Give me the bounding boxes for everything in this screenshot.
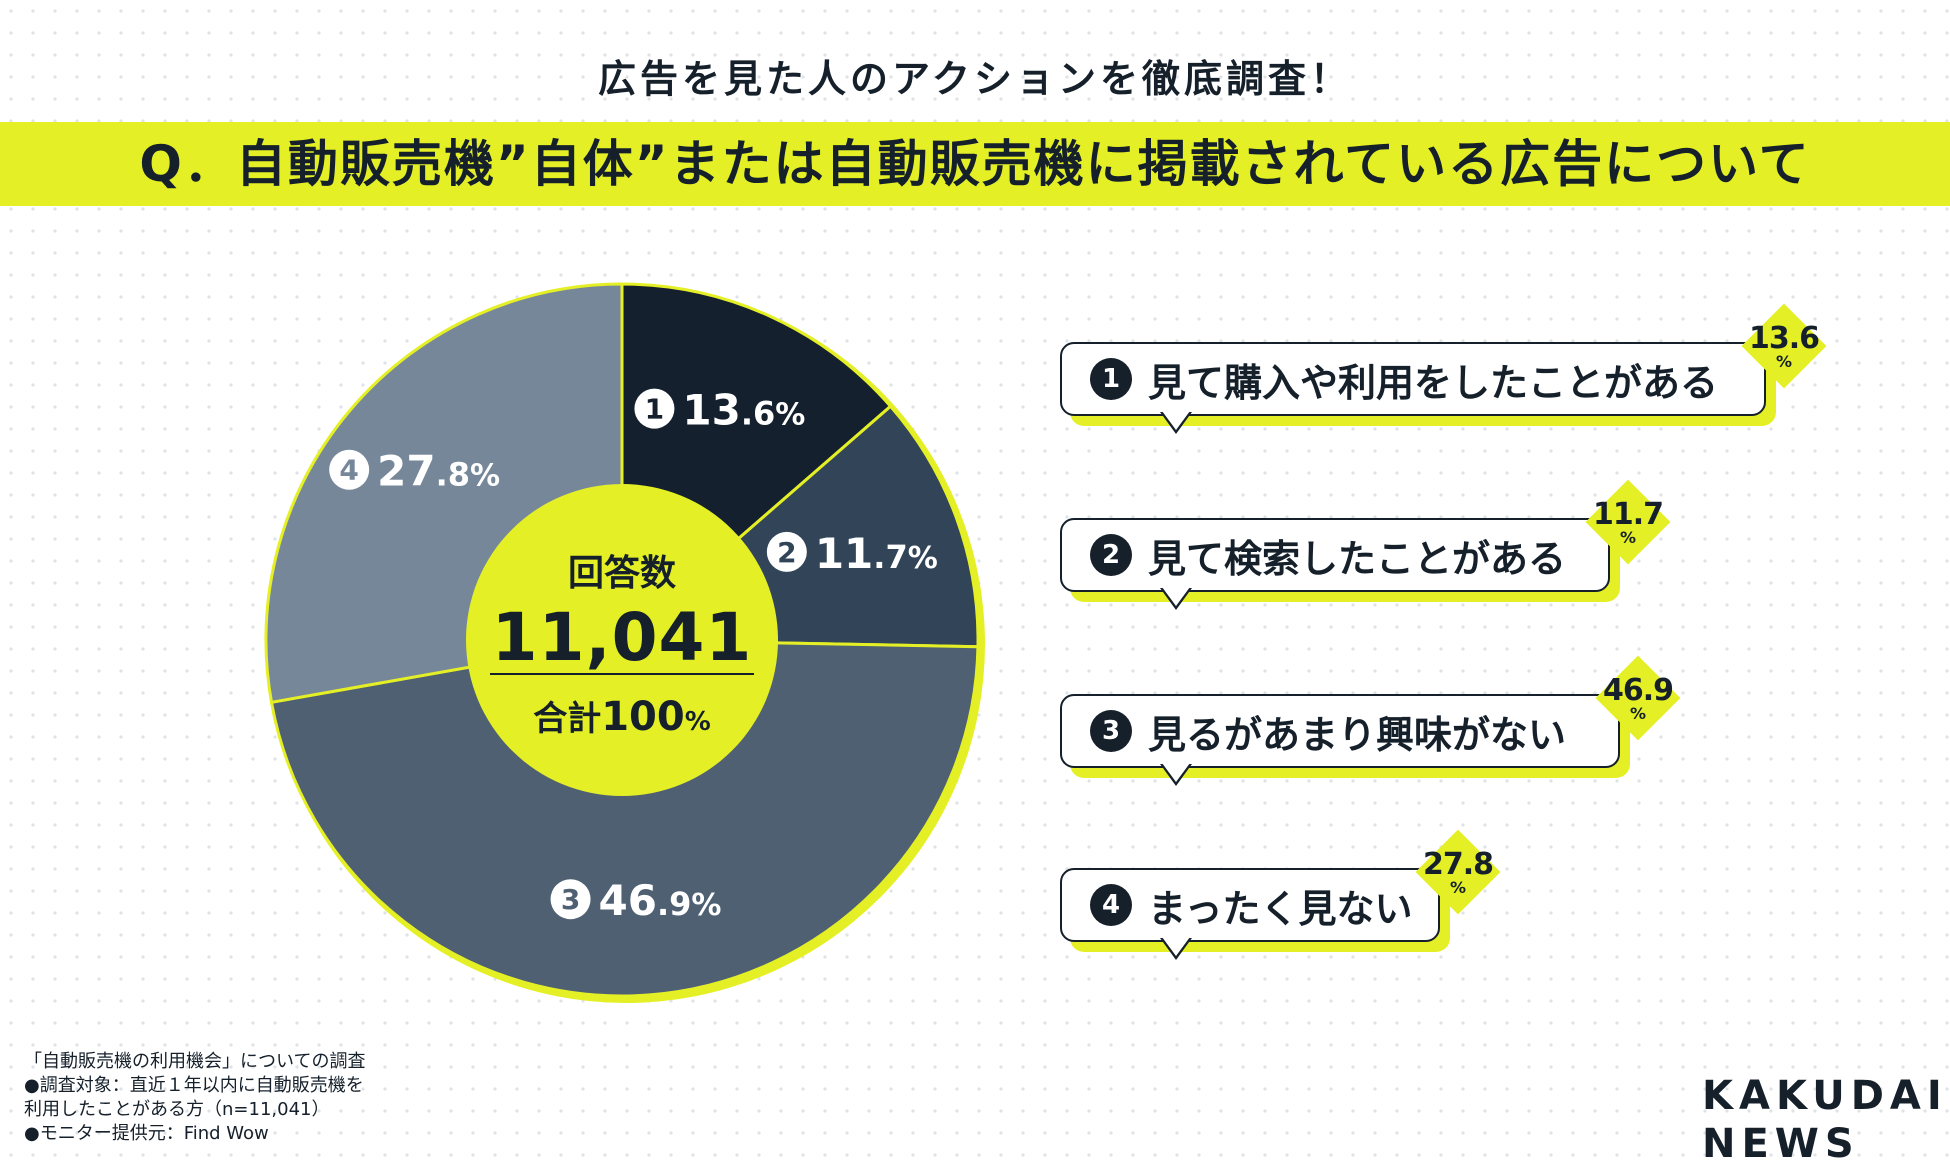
slice-value-int: 13 [682, 386, 740, 435]
slice-marker-circle [329, 449, 370, 490]
slice-value-int: 46 [599, 876, 657, 925]
slice-marker-number: 3 [561, 883, 580, 916]
bubble-tail-inner [1162, 587, 1190, 606]
diamond-value-unit: % [1619, 528, 1637, 547]
diamond-value-unit: % [1629, 704, 1647, 723]
diamond-value: 13.6% [1739, 324, 1829, 370]
diamond-value-unit: % [1775, 352, 1793, 371]
slice-value-unit: % [691, 888, 721, 923]
slice-marker-number: 1 [645, 393, 664, 426]
legend-label: 見て検索したことがある [1148, 536, 1567, 581]
title-band: Q．自動販売機”自体”または自動販売機に掲載されている広告について [0, 122, 1950, 206]
bubble-tail-inner [1162, 937, 1190, 956]
diamond-value: 11.7% [1583, 500, 1673, 546]
bubble-tail-inner [1162, 411, 1190, 430]
slice-value-dec: .8 [436, 456, 470, 494]
subtitle: 広告を見た人のアクションを徹底調査！ [597, 57, 1353, 101]
bubble-tail-inner [1162, 763, 1190, 782]
slice-label-2: 2 11.7% [766, 529, 938, 578]
legend-bubble: 4 まったく見ない [1060, 868, 1440, 942]
legend-label: 見るがあまり興味がない [1148, 712, 1567, 757]
survey-notes: 「自動販売機の利用機会」についての調査 ●調査対象：直近１年以内に自動販売機を … [24, 1050, 365, 1146]
legend-bubble: 2 見て検索したことがある [1060, 518, 1610, 592]
slice-label-1: 1 13.6% [634, 386, 805, 435]
slice-value-label: 11.7% [815, 529, 938, 578]
center-circle [466, 484, 778, 796]
slice-label-4: 4 27.8% [329, 447, 500, 496]
legend-marker: 3 [1090, 710, 1132, 752]
note-line: ●調査対象：直近１年以内に自動販売機を [24, 1075, 364, 1096]
slice-value-label: 13.6% [682, 386, 805, 435]
slice-marker-number: 4 [339, 454, 358, 487]
legend-marker: 4 [1090, 884, 1132, 926]
center-total: 11,041 [492, 599, 753, 676]
slice-value-label: 46.9% [599, 876, 722, 925]
pie-slice-3 [269, 638, 980, 998]
slice-label-3: 3 46.9% [550, 876, 722, 925]
diamond-value-number: 27.8 [1422, 847, 1494, 882]
note-line: 「自動販売機の利用機会」についての調査 [24, 1051, 366, 1072]
diamond-value: 46.9% [1593, 676, 1683, 722]
slice-value-unit: % [470, 459, 500, 494]
note-line: 利用したことがある方（n=11,041） [24, 1099, 330, 1120]
center-sum-value: 100 [601, 694, 685, 740]
question-title: Q．自動販売機”自体”または自動販売機に掲載されている広告について [139, 135, 1811, 193]
note-line: ●モニター提供元：Find Wow [24, 1123, 269, 1144]
slice-value-unit: % [908, 541, 938, 576]
slice-value-int: 27 [377, 447, 435, 496]
diamond-value-number: 13.6 [1748, 321, 1820, 356]
diamond-value-number: 11.7 [1592, 497, 1664, 532]
slice-marker-circle [634, 388, 675, 429]
legend-marker: 1 [1090, 358, 1132, 400]
slice-value-dec: .6 [741, 395, 775, 433]
center-label: 回答数 [568, 553, 676, 594]
legend-bubble: 3 見るがあまり興味がない [1060, 694, 1620, 768]
slice-marker-circle [766, 531, 807, 572]
logo-line1: KAKUDAI [1702, 1073, 1948, 1119]
slice-value-dec: .7 [873, 538, 907, 576]
legend-marker: 2 [1090, 534, 1132, 576]
slice-value-label: 27.8% [377, 447, 500, 496]
slice-value-dec: .9 [657, 885, 691, 923]
center-sum: 合計100% [533, 694, 711, 740]
legend-bubble: 1 見て購入や利用をしたことがある [1060, 342, 1766, 416]
diamond-value-unit: % [1449, 878, 1467, 897]
logo-line2: NEWS [1702, 1121, 1860, 1167]
legend-label: まったく見ない [1148, 886, 1413, 931]
legend-label: 見て購入や利用をしたことがある [1148, 360, 1719, 405]
slice-marker-circle [550, 879, 591, 920]
diamond-value-number: 46.9 [1602, 673, 1674, 708]
kakudai-news-logo: KAKUDAI NEWS [1702, 1072, 1948, 1168]
diamond-value: 27.8% [1413, 850, 1503, 896]
center-sum-label: 合計 [533, 699, 601, 739]
slice-marker-number: 2 [777, 536, 796, 569]
slice-value-int: 11 [815, 529, 873, 578]
slice-value-unit: % [775, 398, 805, 433]
center-sum-unit: % [685, 707, 711, 737]
